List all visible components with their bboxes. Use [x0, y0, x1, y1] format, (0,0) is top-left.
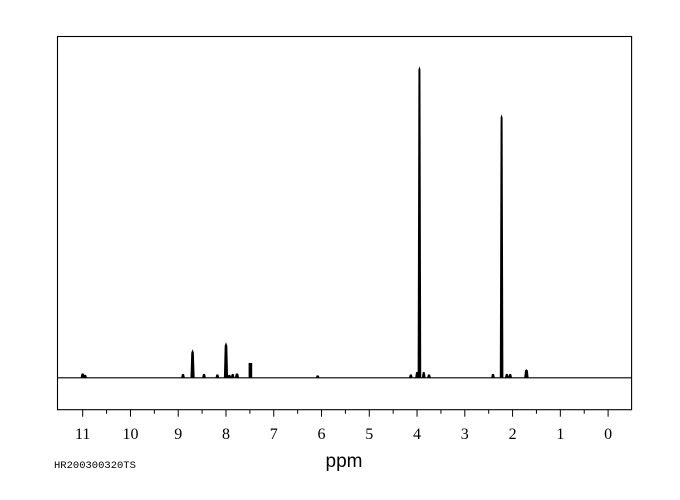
svg-text:7: 7 [270, 426, 278, 443]
svg-text:1: 1 [556, 426, 564, 443]
svg-text:ppm: ppm [326, 451, 363, 472]
svg-text:9: 9 [174, 426, 182, 443]
svg-text:8: 8 [222, 426, 230, 443]
svg-text:4: 4 [413, 426, 421, 443]
svg-text:11: 11 [75, 426, 90, 443]
svg-text:HR200300320TS: HR200300320TS [54, 460, 136, 472]
svg-text:2: 2 [509, 426, 517, 443]
svg-text:10: 10 [122, 426, 138, 443]
svg-text:0: 0 [604, 426, 612, 443]
svg-text:5: 5 [365, 426, 373, 443]
svg-text:3: 3 [461, 426, 469, 443]
svg-text:6: 6 [318, 426, 326, 443]
